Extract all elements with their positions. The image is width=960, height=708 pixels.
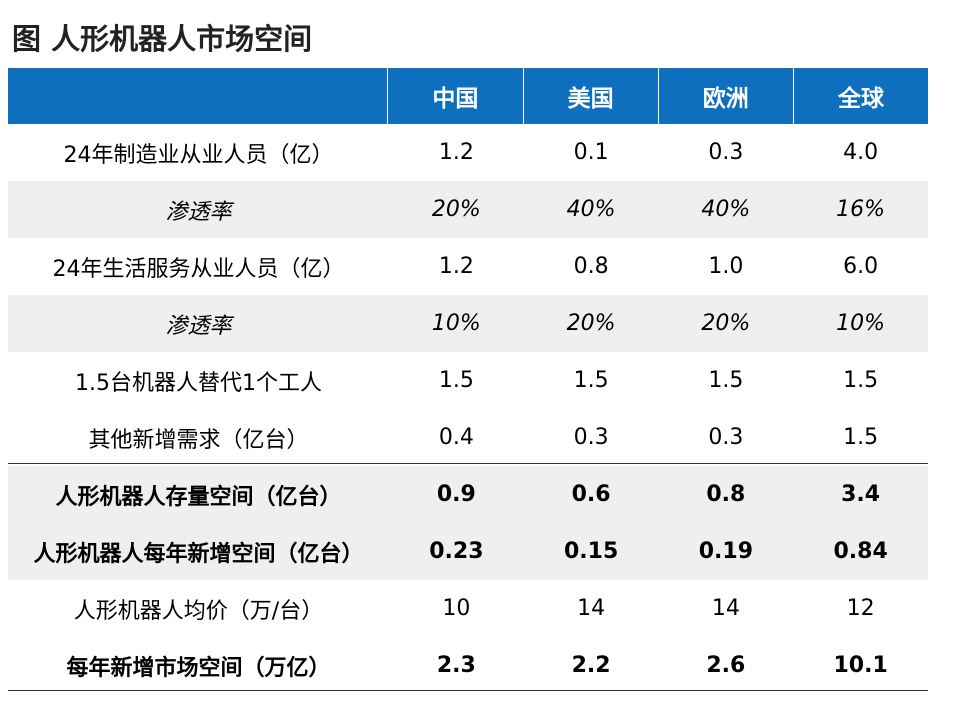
cell-value: 10.1 [833, 653, 888, 678]
table-header: 中国 美国 欧洲 全球 [8, 68, 928, 124]
cell-value: 0.1 [573, 140, 609, 165]
header-cell-usa: 美国 [522, 68, 658, 124]
cell-value: 2.3 [436, 653, 476, 678]
cell-value: 0.6 [571, 482, 611, 507]
row-label: 其他新增需求（亿台） [88, 427, 309, 453]
row-label: 24年制造业从业人员（亿） [63, 142, 334, 168]
row-label: 24年生活服务从业人员（亿） [52, 256, 345, 282]
cell-value: 2.6 [706, 653, 746, 678]
cell-value: 1.0 [708, 254, 744, 279]
table-row: 人形机器人均价（万/台） 10 14 14 12 [8, 580, 928, 637]
table-row: 人形机器人存量空间（亿台） 0.9 0.6 0.8 3.4 [8, 466, 928, 523]
cell-value: 20% [431, 197, 481, 222]
cell-value: 0.8 [706, 482, 746, 507]
cell-value: 10% [431, 311, 481, 336]
cell-value: 10 [442, 596, 471, 621]
cell-value: 16% [836, 197, 886, 222]
row-label: 1.5台机器人替代1个工人 [75, 370, 322, 396]
cell-value: 1.2 [438, 254, 474, 279]
cell-value: 14 [711, 596, 740, 621]
cell-value: 14 [577, 596, 606, 621]
cell-value: 0.19 [698, 539, 754, 564]
cell-value: 0.8 [573, 254, 609, 279]
header-cell-blank [8, 68, 387, 124]
section-divider [8, 463, 928, 464]
row-label: 人形机器人每年新增空间（亿台） [33, 541, 364, 567]
cell-value: 20% [701, 311, 751, 336]
cell-value: 40% [566, 197, 616, 222]
table-row: 每年新增市场空间（万亿） 2.3 2.2 2.6 10.1 [8, 637, 928, 694]
table-bottom-rule [8, 690, 928, 691]
table-row: 1.5台机器人替代1个工人 1.5 1.5 1.5 1.5 [8, 352, 928, 409]
row-label: 每年新增市场空间（万亿） [66, 655, 331, 681]
cell-value: 1.5 [573, 368, 609, 393]
cell-value: 1.5 [843, 368, 879, 393]
header-cell-global: 全球 [792, 68, 928, 124]
cell-value: 0.4 [438, 425, 474, 450]
row-label: 人形机器人均价（万/台） [73, 598, 324, 624]
page-title: 图 人形机器人市场空间 [12, 22, 313, 56]
table-row: 渗透率 10% 20% 20% 10% [8, 295, 928, 352]
header-cell-china: 中国 [387, 68, 522, 124]
cell-value: 40% [701, 197, 751, 222]
row-label: 渗透率 [165, 199, 232, 225]
cell-value: 0.3 [708, 140, 744, 165]
table-row: 人形机器人每年新增空间（亿台） 0.23 0.15 0.19 0.84 [8, 523, 928, 580]
cell-value: 10% [836, 311, 886, 336]
header-cell-europe: 欧洲 [657, 68, 793, 124]
cell-value: 1.5 [843, 425, 879, 450]
table-row: 24年制造业从业人员（亿） 1.2 0.1 0.3 4.0 [8, 124, 928, 181]
cell-value: 12 [846, 596, 875, 621]
cell-value: 4.0 [843, 140, 879, 165]
cell-value: 6.0 [843, 254, 879, 279]
cell-value: 0.3 [708, 425, 744, 450]
cell-value: 20% [566, 311, 616, 336]
table-row: 24年生活服务从业人员（亿） 1.2 0.8 1.0 6.0 [8, 238, 928, 295]
cell-value: 2.2 [571, 653, 611, 678]
row-label: 人形机器人存量空间（亿台） [55, 484, 342, 510]
table-row: 渗透率 20% 40% 40% 16% [8, 181, 928, 238]
table-row: 其他新增需求（亿台） 0.4 0.3 0.3 1.5 [8, 409, 928, 466]
cell-value: 1.5 [438, 368, 474, 393]
cell-value: 0.3 [573, 425, 609, 450]
market-table: 中国 美国 欧洲 全球 24年制造业从业人员（亿） 1.2 0.1 0.3 4.… [8, 68, 928, 694]
cell-value: 0.9 [436, 482, 476, 507]
cell-value: 1.5 [708, 368, 744, 393]
row-label: 渗透率 [165, 313, 232, 339]
cell-value: 3.4 [841, 482, 881, 507]
cell-value: 0.84 [833, 539, 888, 564]
cell-value: 1.2 [438, 140, 474, 165]
cell-value: 0.15 [563, 539, 619, 564]
cell-value: 0.23 [429, 539, 484, 564]
